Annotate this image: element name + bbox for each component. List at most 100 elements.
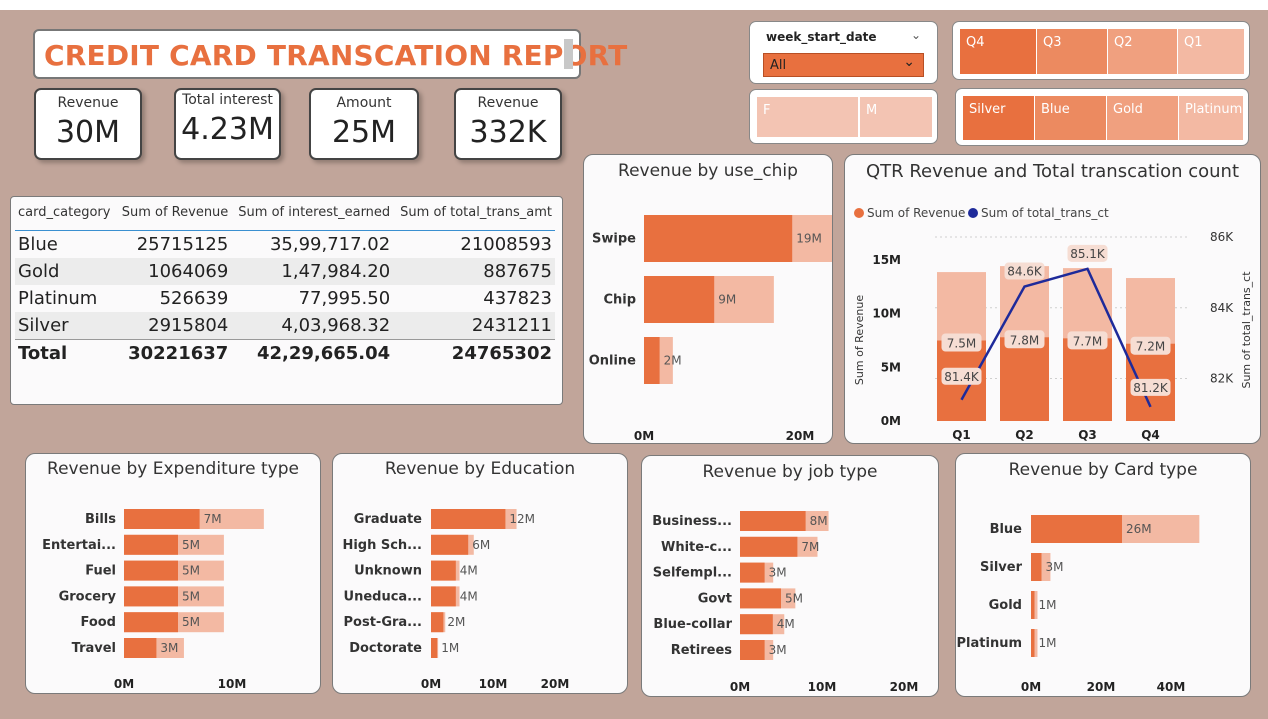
- data-label: 9M: [718, 293, 736, 307]
- data-label: 26M: [1126, 522, 1152, 536]
- category-label: Uneduca...: [344, 589, 422, 604]
- data-label-box: [1067, 244, 1108, 262]
- gender-option[interactable]: F: [757, 97, 859, 137]
- data-label-box: [1067, 331, 1108, 350]
- column-header[interactable]: Sum of total_trans_amt: [393, 197, 555, 231]
- chart-card-use-chip: Revenue by use_chip Swipe 19M Chip 9M Online…: [583, 154, 833, 444]
- data-label: 5M: [182, 538, 200, 552]
- card-option[interactable]: Gold: [1107, 96, 1179, 140]
- data-label: 5M: [785, 591, 803, 605]
- y2-tick-label: 86K: [1210, 230, 1234, 244]
- category-label: Online: [589, 354, 636, 369]
- kpi-label: Amount: [336, 95, 392, 111]
- data-label: 84.6K: [1007, 265, 1043, 279]
- x-tick-label: 40M: [1157, 680, 1186, 694]
- x-tick-label: 0M: [730, 680, 750, 694]
- bar: [431, 638, 438, 658]
- card-option[interactable]: Silver: [963, 96, 1035, 140]
- quarter-option[interactable]: Q3: [1037, 29, 1108, 74]
- chevron-down-icon: ⌄: [903, 54, 915, 70]
- y-tick-label: 0M: [881, 414, 901, 428]
- data-label: 7M: [801, 540, 819, 554]
- table-row: Blue 25715125 35,99,717.02 21008593: [15, 231, 555, 259]
- table-cell: 30221637: [115, 339, 232, 367]
- column-header[interactable]: Sum of interest_earned: [231, 197, 394, 231]
- kpi-card-amount: Amount 25M: [309, 88, 419, 160]
- table-cell: 4,03,968.32: [231, 312, 394, 340]
- data-label: 7.8M: [1010, 333, 1039, 347]
- data-label: 2M: [664, 354, 682, 368]
- data-label: 5M: [182, 615, 200, 629]
- data-label: 7.7M: [1073, 334, 1102, 348]
- data-label: 1M: [441, 641, 459, 655]
- data-label-box: [1130, 378, 1171, 396]
- card-option[interactable]: Platinum: [1179, 96, 1243, 140]
- table-cell: 2915804: [115, 312, 232, 340]
- quarter-option[interactable]: Q4: [960, 29, 1037, 74]
- kpi-label: Revenue: [57, 95, 119, 111]
- x-tick-label: 20M: [541, 677, 570, 691]
- bar: [740, 562, 765, 583]
- table-cell: Total: [15, 339, 116, 367]
- x-tick-label: Q1: [952, 428, 971, 442]
- category-label: Business...: [652, 514, 732, 529]
- gender-option[interactable]: M: [859, 97, 932, 137]
- category-label: Selfempl...: [653, 566, 732, 581]
- y-axis-label: Sum of Revenue: [853, 295, 866, 385]
- chevron-down-icon[interactable]: ⌄: [910, 28, 921, 42]
- bar: [740, 511, 806, 531]
- bar: [1000, 337, 1049, 421]
- data-label-box: [1004, 262, 1045, 280]
- data-label: 3M: [769, 566, 787, 580]
- data-label-box: [1004, 330, 1045, 349]
- card-category-table: card_category Sum of Revenue Sum of inte…: [15, 197, 555, 367]
- x-tick-label: 0M: [634, 429, 654, 443]
- category-label: Silver: [980, 560, 1023, 575]
- bar: [740, 588, 781, 609]
- chart-svg-use-chip: Swipe19MChip9MOnline2M0M20M40M: [589, 215, 832, 443]
- table-cell: Silver: [15, 312, 116, 340]
- table-cell: 437823: [483, 288, 552, 309]
- chart-title: Revenue by Education: [384, 459, 576, 479]
- table-cell: 35,99,717.02: [269, 234, 391, 255]
- table-row: Platinum 526639 77,995.50 437823: [15, 285, 555, 312]
- chart-svg-card-type: Blue 26M Silver 3M Gold 1M Platinum 1M 0M 20M 40M: [957, 515, 1200, 694]
- chart-card-education: Revenue by Education Graduate 12M High Sch…: [332, 453, 628, 694]
- bar: [1031, 553, 1042, 581]
- bar: [431, 586, 456, 607]
- title-scroll-handle: [564, 39, 573, 69]
- data-label: 3M: [160, 641, 178, 655]
- quarter-option[interactable]: Q1: [1178, 29, 1244, 74]
- category-label: Unknown: [354, 564, 422, 579]
- data-label: 7M: [204, 512, 222, 526]
- card-option[interactable]: Blue: [1035, 96, 1107, 140]
- category-label: Retirees: [671, 643, 733, 658]
- x-tick-label: 20M: [890, 680, 919, 694]
- data-label: 1M: [1039, 598, 1057, 612]
- y2-axis-label: Sum of total_trans_ct: [1240, 271, 1253, 389]
- column-header[interactable]: Sum of Revenue: [115, 197, 232, 231]
- data-label: 8M: [810, 514, 828, 528]
- data-label-box: [941, 333, 982, 352]
- category-label: Govt: [698, 591, 732, 606]
- card-category-table-card: card_category Sum of Revenue Sum of inte…: [10, 196, 563, 405]
- bar: [124, 586, 178, 607]
- table-cell: 1,47,984.20: [231, 258, 394, 285]
- x-tick-label: 10M: [479, 677, 508, 691]
- table-cell: 21008593: [460, 234, 552, 255]
- table-cell: 25715125: [136, 234, 229, 255]
- y-tick-label: 10M: [872, 307, 901, 321]
- week-dropdown[interactable]: All ⌄: [763, 53, 924, 77]
- y-tick-label: 5M: [881, 360, 901, 374]
- category-label: Gold: [989, 598, 1022, 613]
- column-header[interactable]: card_category: [15, 197, 116, 231]
- chart-svg-expenditure: Bills 7M Entertai... 5M Fuel 5M Grocery 5M Food 5…: [42, 509, 264, 691]
- category-label: Grocery: [59, 589, 117, 604]
- table-row: Silver 2915804 4,03,968.32 2431211: [15, 312, 555, 340]
- week-start-date-slicer[interactable]: week_start_date ⌄ All ⌄: [749, 21, 938, 84]
- table-cell: 24765302: [393, 339, 555, 367]
- category-label: High Sch...: [342, 538, 422, 553]
- category-label: Chip: [603, 293, 636, 308]
- bar: [740, 536, 798, 557]
- quarter-option[interactable]: Q2: [1108, 29, 1178, 74]
